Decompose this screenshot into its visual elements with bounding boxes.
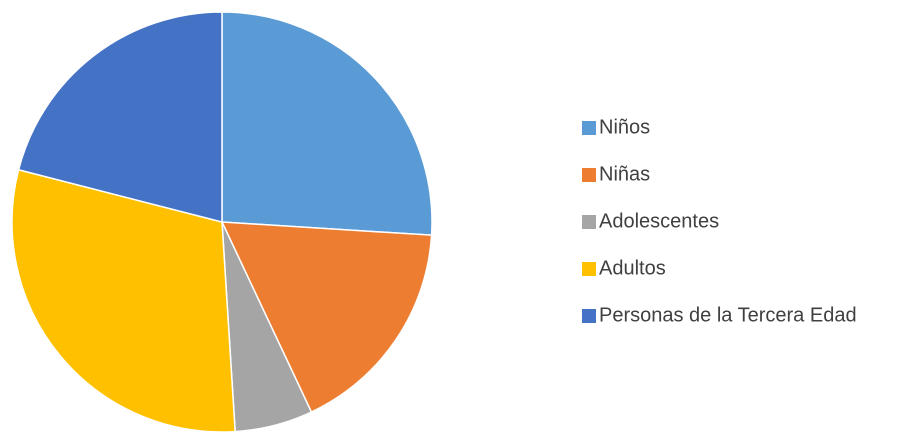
pie-slice [220,221,433,414]
legend-label: Niñas [599,163,650,185]
legend-label: Personas de la Tercera Edad [599,304,857,326]
legend-label: Adolescentes [599,210,719,232]
pie-slice [17,11,223,223]
legend-swatch [582,121,596,135]
legend-swatch [582,262,596,276]
legend-label: Niños [599,116,650,138]
pie-slice [221,11,433,236]
legend-swatch [582,309,596,323]
legend-swatch [582,168,596,182]
pie-slice [11,168,236,433]
legend-swatch [582,215,596,229]
legend-label: Adultos [599,257,666,279]
